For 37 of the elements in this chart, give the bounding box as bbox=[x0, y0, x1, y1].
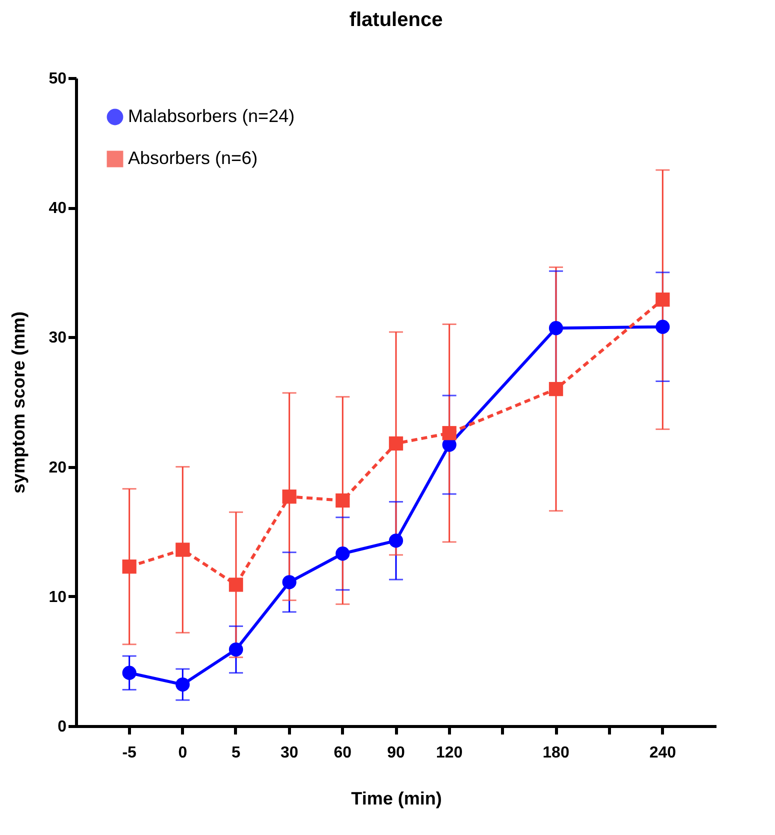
x-tick-label: 60 bbox=[334, 744, 352, 762]
point bbox=[388, 436, 404, 451]
point bbox=[656, 292, 670, 307]
point bbox=[122, 560, 136, 574]
x-tick-label: 120 bbox=[436, 744, 463, 762]
y-tick-label: 40 bbox=[48, 200, 67, 218]
point bbox=[176, 542, 190, 557]
legend-label: Absorbers (n=6) bbox=[128, 148, 258, 168]
x-tick-label: 5 bbox=[232, 744, 241, 762]
x-tick-label: 30 bbox=[280, 744, 298, 762]
point bbox=[282, 575, 296, 590]
x-tick-label: 240 bbox=[649, 744, 676, 762]
x-tick-label: 180 bbox=[542, 744, 570, 762]
point bbox=[228, 578, 244, 592]
point bbox=[656, 320, 670, 334]
y-tick-label: 30 bbox=[48, 330, 67, 347]
chart-title: flatulence bbox=[349, 9, 443, 31]
y-tick-label: 0 bbox=[58, 718, 67, 736]
y-tick-label: 10 bbox=[48, 588, 67, 606]
y-tick-label: 20 bbox=[48, 459, 67, 476]
point bbox=[122, 666, 136, 680]
point bbox=[442, 426, 456, 440]
point bbox=[282, 490, 296, 504]
point bbox=[388, 534, 404, 548]
point bbox=[548, 382, 564, 396]
point bbox=[336, 493, 350, 508]
point bbox=[548, 321, 564, 336]
y-axis-title: symptom score (mm) bbox=[8, 311, 29, 494]
x-axis-title: Time (min) bbox=[351, 788, 442, 808]
legend-label: Malabsorbers (n=24) bbox=[128, 106, 295, 126]
x-tick-label: 90 bbox=[387, 744, 405, 762]
point bbox=[336, 546, 350, 561]
y-tick-label: 50 bbox=[48, 70, 67, 88]
point bbox=[228, 642, 244, 657]
x-tick-label: 0 bbox=[178, 744, 188, 762]
x-tick-label: -5 bbox=[122, 744, 137, 762]
point bbox=[176, 677, 190, 692]
